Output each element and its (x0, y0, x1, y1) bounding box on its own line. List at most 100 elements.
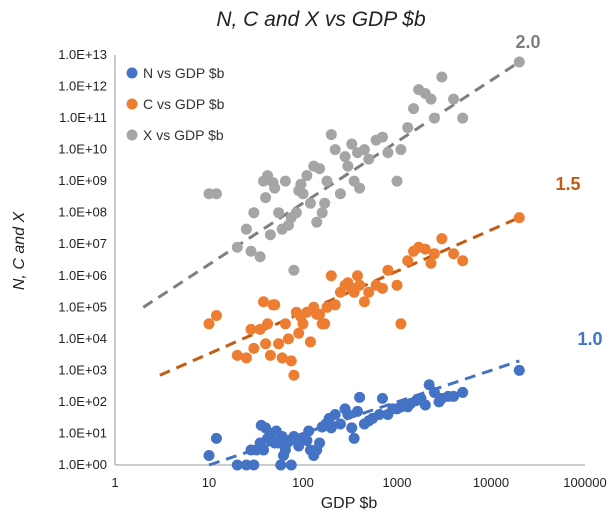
data-point (425, 257, 437, 269)
data-point (248, 342, 260, 354)
data-point (358, 296, 370, 308)
data-point (339, 151, 351, 163)
data-point (408, 103, 420, 115)
y-tick-label: 1.0E+07 (58, 236, 107, 251)
data-point (269, 182, 281, 194)
slope-label: 2.0 (515, 32, 540, 52)
trendline (159, 216, 520, 377)
data-point (293, 327, 305, 339)
data-point (282, 333, 294, 345)
data-point (254, 251, 266, 263)
data-point (348, 432, 360, 444)
data-point (285, 355, 297, 367)
data-point (402, 122, 414, 134)
y-tick-label: 1.0E+10 (58, 142, 107, 157)
data-point (240, 352, 252, 364)
data-point (273, 338, 285, 350)
data-point (382, 264, 394, 276)
y-tick-label: 1.0E+04 (58, 331, 107, 346)
y-tick-label: 1.0E+03 (58, 362, 107, 377)
data-point (203, 318, 215, 330)
data-point (314, 437, 326, 449)
x-tick-label: 10000 (473, 475, 509, 490)
data-point (262, 318, 274, 330)
data-point (288, 431, 300, 443)
data-point (342, 160, 354, 172)
y-tick-label: 1.0E+05 (58, 299, 107, 314)
y-axis-title: N, C and X (11, 211, 28, 291)
data-point (257, 444, 269, 456)
data-point (457, 255, 469, 267)
data-point (428, 386, 440, 398)
x-tick-label: 1 (111, 475, 118, 490)
axes (114, 55, 585, 466)
data-point (513, 364, 525, 376)
data-point (231, 349, 243, 361)
x-tick-label: 100 (292, 475, 314, 490)
data-point (376, 392, 388, 404)
data-point (448, 390, 460, 402)
data-point (419, 399, 431, 411)
data-point (395, 144, 407, 156)
data-point (382, 147, 394, 159)
data-point (231, 459, 243, 471)
data-point (285, 459, 297, 471)
data-point (363, 286, 375, 298)
data-point (373, 408, 385, 420)
y-tick-label: 1.0E+08 (58, 205, 107, 220)
y-tick-label: 1.0E+11 (59, 110, 107, 125)
data-point (319, 197, 331, 209)
legend-label: C vs GDP $b (143, 96, 225, 112)
data-point (363, 153, 375, 165)
data-point (436, 71, 448, 83)
data-point (264, 349, 276, 361)
data-point (245, 323, 257, 335)
data-point (329, 144, 341, 156)
data-point (290, 207, 302, 219)
data-point (402, 255, 414, 267)
data-point (329, 408, 341, 420)
data-point (316, 207, 328, 219)
data-point (279, 318, 291, 330)
x-tick-label: 1000 (383, 475, 412, 490)
data-point (295, 178, 307, 190)
legend-marker (126, 67, 138, 79)
y-tick-labels: 1.0E+00 1.0E+01 1.0E+02 1.0E+03 1.0E+04 1.0E+… (58, 47, 107, 472)
data-point (325, 129, 337, 141)
data-point (303, 425, 315, 437)
data-point (334, 418, 346, 430)
data-point (457, 112, 469, 124)
slope-labels: 1.0 1.5 2.0 (515, 32, 602, 349)
data-point (325, 422, 337, 434)
data-point (314, 308, 326, 320)
data-point (260, 338, 272, 350)
x-tick-labels: 1 10 100 1000 10000 100000 (111, 475, 606, 490)
data-point (297, 318, 309, 330)
data-points (203, 56, 525, 471)
slope-label: 1.0 (577, 329, 602, 349)
data-point (346, 422, 358, 434)
data-point (354, 182, 366, 194)
data-point (419, 243, 431, 255)
data-point (448, 248, 460, 260)
data-point (273, 207, 285, 219)
data-point (513, 212, 525, 224)
data-point (210, 188, 222, 200)
data-point (245, 245, 257, 257)
slope-label: 1.5 (555, 174, 580, 194)
data-point (314, 163, 326, 175)
data-point (304, 336, 316, 348)
data-point (354, 391, 366, 403)
legend: N vs GDP $b C vs GDP $b X vs GDP $b (126, 65, 225, 143)
data-point (276, 352, 288, 364)
data-point (423, 379, 435, 391)
data-point (297, 188, 309, 200)
data-point (448, 93, 460, 105)
data-point (240, 223, 252, 235)
data-point (275, 459, 287, 471)
data-point (428, 112, 440, 124)
y-tick-label: 1.0E+12 (58, 79, 107, 94)
y-tick-label: 1.0E+13 (58, 47, 107, 62)
data-point (231, 241, 243, 253)
